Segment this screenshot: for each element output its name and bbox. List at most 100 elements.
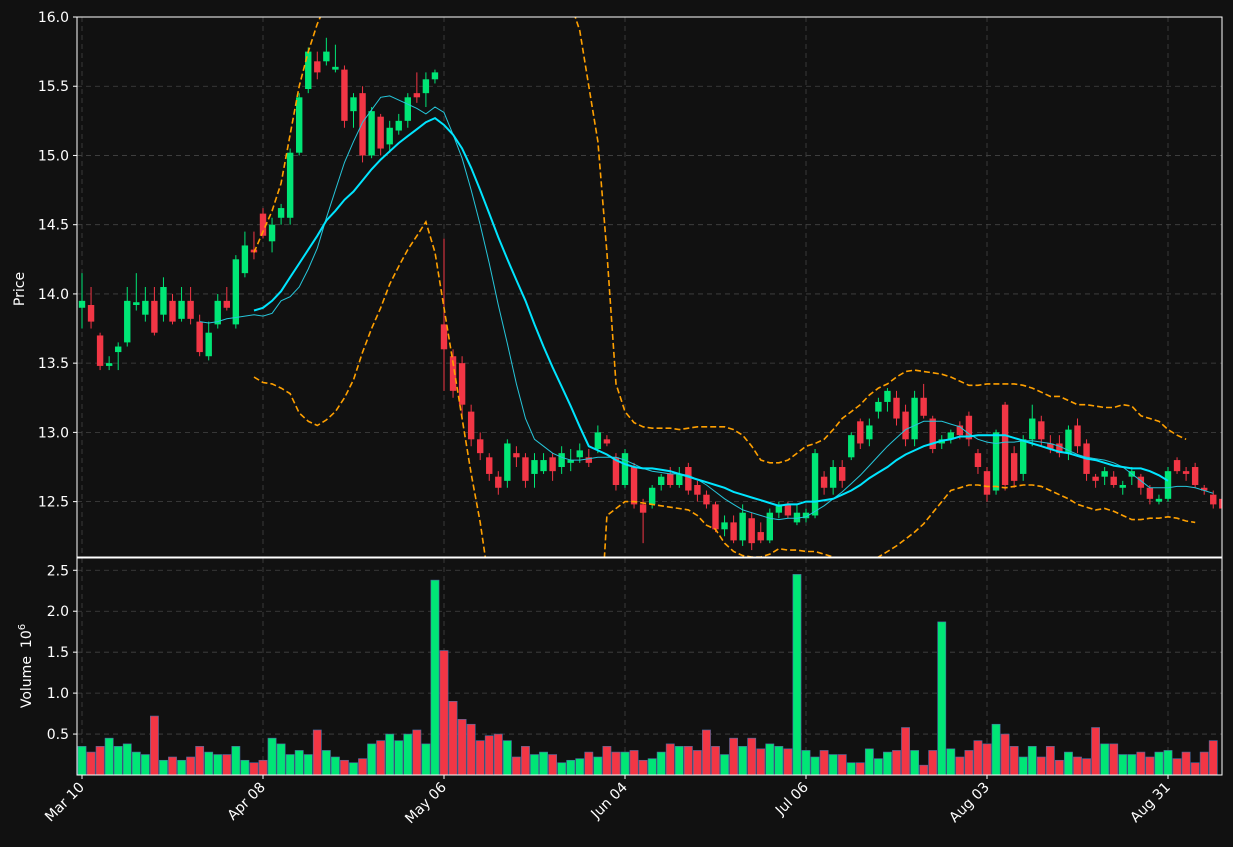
candle-body	[268, 224, 276, 242]
candle	[1182, 467, 1190, 481]
volume-bar	[466, 723, 476, 776]
volume-bar	[104, 737, 114, 776]
candle	[522, 453, 529, 488]
candle	[766, 508, 773, 544]
volume-bar	[539, 751, 548, 776]
volume-bar	[647, 758, 657, 776]
candle-body	[576, 450, 583, 458]
volume-bar	[702, 729, 711, 776]
candle-body	[811, 453, 819, 516]
volume-bar	[557, 762, 567, 776]
volume-bar	[394, 740, 404, 776]
candle	[775, 501, 783, 519]
candle	[920, 383, 927, 419]
volume-bar	[95, 746, 105, 776]
candle	[757, 522, 764, 544]
volume-bar	[285, 754, 295, 776]
candle-body	[386, 127, 393, 145]
candle	[477, 432, 484, 461]
price-y-tick-label: 12.5	[38, 495, 69, 511]
candle-body	[1010, 453, 1018, 481]
volume-bar	[837, 754, 847, 776]
candle	[658, 473, 665, 491]
volume-bar	[1045, 746, 1055, 776]
volume-bar	[819, 750, 829, 776]
candle	[431, 69, 439, 84]
volume-bar	[1018, 756, 1028, 776]
volume-bar	[1127, 754, 1137, 776]
price-y-tick-label: 15.5	[38, 79, 69, 95]
candle	[1010, 446, 1018, 488]
candle-body	[1029, 418, 1036, 440]
candle-body	[857, 421, 864, 444]
candle-body	[1173, 460, 1181, 472]
candle	[603, 435, 611, 447]
volume-bar	[312, 729, 322, 776]
candle	[1020, 435, 1027, 481]
volume-bar	[195, 746, 205, 776]
volume-bar	[349, 762, 358, 776]
volume-bar	[656, 751, 666, 776]
candle	[811, 449, 819, 519]
volume-bar	[340, 759, 349, 776]
volume-bar	[756, 748, 766, 776]
volume-bar	[783, 748, 793, 776]
candle	[992, 429, 1000, 495]
candle-body	[621, 453, 629, 485]
volume-bar	[765, 743, 775, 776]
volume-bar	[1181, 751, 1191, 776]
volume-bar	[946, 748, 956, 776]
volume-bar	[294, 750, 304, 776]
candle	[848, 432, 855, 461]
candle-body	[458, 363, 466, 405]
volume-bar	[629, 750, 639, 776]
candle	[286, 148, 294, 225]
volume-bar	[177, 759, 186, 776]
candle-body	[983, 471, 991, 495]
price-y-tick-label: 14.0	[38, 287, 69, 303]
candle-body	[748, 518, 755, 544]
candle-body	[187, 300, 194, 319]
volume-bar	[231, 746, 241, 776]
volume-axis-exponent: 6	[17, 624, 28, 630]
volume-bar	[1163, 750, 1173, 776]
candle-body	[214, 300, 221, 325]
candle	[332, 44, 339, 73]
volume-bar	[674, 746, 684, 776]
candle	[829, 460, 837, 495]
price-y-tick-label: 16.0	[38, 10, 69, 26]
candle	[169, 293, 176, 325]
volume-bar	[928, 750, 938, 776]
volume-bar	[249, 762, 259, 776]
candle-body	[694, 485, 701, 495]
candle-body	[1191, 467, 1199, 485]
candle-body	[495, 476, 502, 488]
volume-axis-title: Volume 106	[17, 624, 35, 708]
volume-bar	[1027, 746, 1037, 776]
candle-body	[658, 476, 665, 485]
candle-body	[784, 504, 792, 516]
candle-body	[332, 66, 339, 70]
volume-bar	[511, 756, 521, 776]
candle-body	[1047, 443, 1054, 449]
volume-bar	[937, 621, 947, 776]
candle	[875, 397, 882, 419]
candle	[1210, 490, 1217, 509]
volume-bar	[1172, 758, 1182, 776]
volume-bar	[222, 754, 232, 776]
candle-body	[1074, 425, 1081, 447]
candle	[712, 501, 719, 533]
volume-bar	[1136, 751, 1146, 776]
candle-body	[124, 300, 131, 343]
candle-body	[350, 97, 357, 112]
volume-bar	[910, 750, 919, 776]
candle	[947, 429, 954, 444]
candle-body	[848, 435, 855, 458]
volume-bar	[846, 762, 856, 776]
volume-bar	[213, 754, 223, 776]
axis-frames	[76, 16, 1223, 776]
volume-bar	[855, 762, 865, 776]
candle-body	[648, 487, 656, 505]
candle	[694, 480, 701, 502]
candle-body	[296, 97, 303, 153]
